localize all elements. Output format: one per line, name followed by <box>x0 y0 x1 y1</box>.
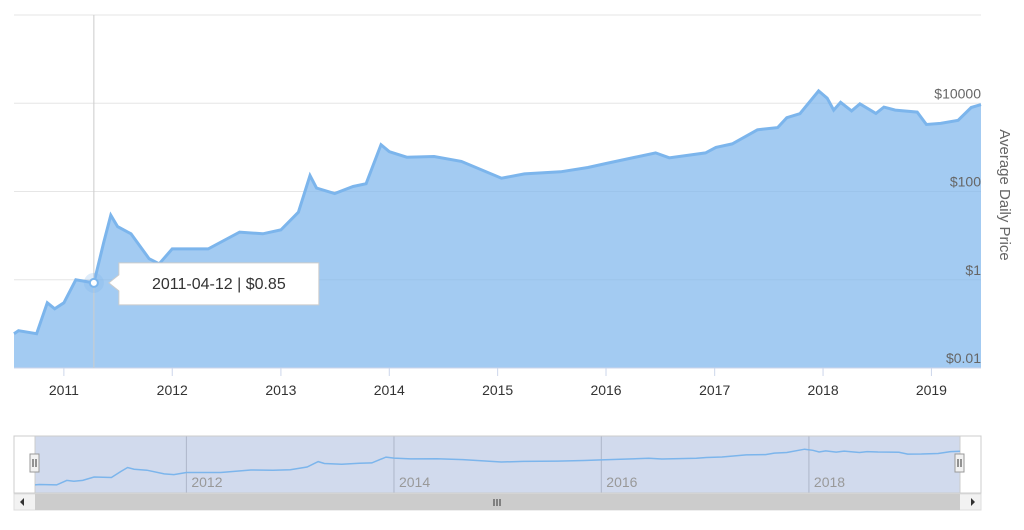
y-tick-label: $10000 <box>934 85 981 101</box>
scroll-right-arrow[interactable] <box>971 498 975 506</box>
scroll-left-arrow[interactable] <box>20 498 24 506</box>
navigator-line <box>34 448 961 486</box>
y-axis-title: Average Daily Price <box>996 129 1013 260</box>
navigator-tick-label: 2012 <box>191 474 222 490</box>
scrollbar[interactable] <box>13 493 982 511</box>
navigator-tick-label: 2018 <box>814 474 845 490</box>
x-tick-label: 2014 <box>374 382 405 398</box>
x-tick-label: 2017 <box>699 382 730 398</box>
navigator-mask <box>34 435 961 494</box>
area-line <box>13 88 982 336</box>
tooltip-text: 2011-04-12 | $0.85 <box>152 276 286 293</box>
hover-marker <box>88 277 99 288</box>
x-tick-label: 2012 <box>157 382 188 398</box>
navigator-handles[interactable] <box>29 453 965 473</box>
navigator-tick-label: 2014 <box>399 474 430 490</box>
x-tick-label: 2015 <box>482 382 513 398</box>
y-tick-label: $1 <box>965 262 981 278</box>
y-tick-label: $0.01 <box>946 350 981 366</box>
scrollbar-grip <box>493 499 501 506</box>
left-handle[interactable] <box>29 453 40 473</box>
navigator-tick-label: 2016 <box>606 474 637 490</box>
tooltip-box <box>108 262 320 306</box>
x-tick-label: 2019 <box>916 382 947 398</box>
x-tick-label: 2016 <box>590 382 621 398</box>
x-tick-label: 2011 <box>49 382 79 398</box>
navigator[interactable] <box>13 435 982 494</box>
x-tick-label: 2018 <box>807 382 838 398</box>
right-handle[interactable] <box>954 453 965 473</box>
x-tick-label: 2013 <box>265 382 296 398</box>
y-tick-label: $100 <box>950 174 981 190</box>
